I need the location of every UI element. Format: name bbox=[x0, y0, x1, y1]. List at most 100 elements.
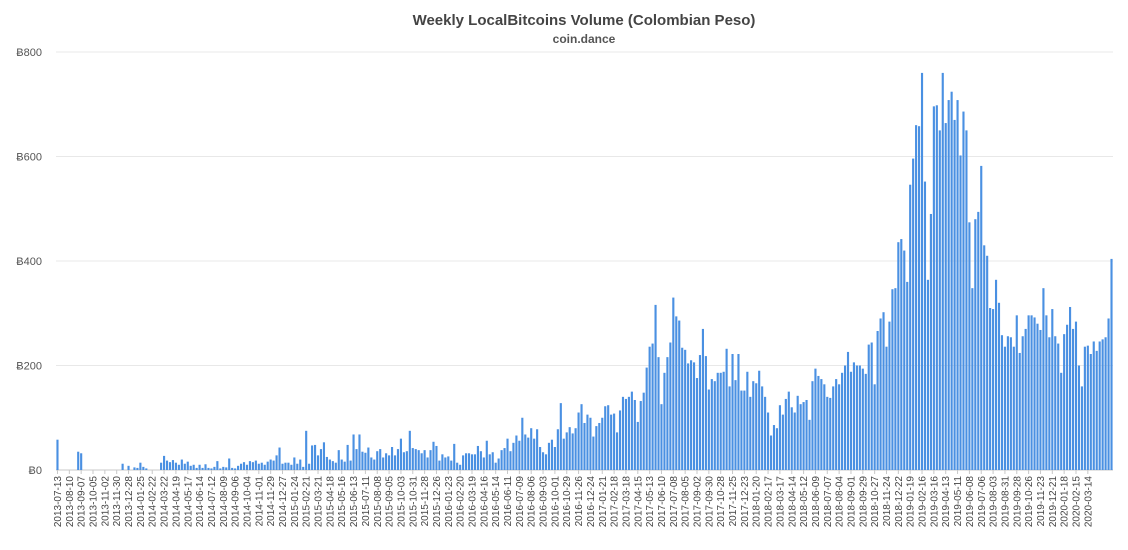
bar[interactable] bbox=[737, 354, 740, 470]
bar[interactable] bbox=[1077, 365, 1081, 471]
bar[interactable] bbox=[488, 454, 491, 470]
bar[interactable] bbox=[302, 466, 305, 470]
bar[interactable] bbox=[165, 460, 169, 470]
bar[interactable] bbox=[814, 368, 817, 470]
bar[interactable] bbox=[287, 462, 290, 470]
bar[interactable] bbox=[1021, 336, 1024, 470]
bar[interactable] bbox=[1066, 324, 1069, 470]
bar[interactable] bbox=[373, 459, 376, 470]
bar[interactable] bbox=[254, 460, 257, 470]
bar[interactable] bbox=[897, 242, 900, 470]
bar[interactable] bbox=[832, 386, 835, 470]
bar[interactable] bbox=[621, 396, 625, 470]
bar[interactable] bbox=[171, 460, 175, 470]
bar[interactable] bbox=[790, 407, 793, 470]
bar[interactable] bbox=[716, 372, 719, 470]
bar[interactable] bbox=[1104, 337, 1107, 470]
bar[interactable] bbox=[802, 402, 805, 470]
bar[interactable] bbox=[491, 452, 494, 470]
bar[interactable] bbox=[450, 460, 453, 470]
bar[interactable] bbox=[56, 439, 59, 470]
bar[interactable] bbox=[308, 463, 311, 470]
bar[interactable] bbox=[1098, 341, 1101, 470]
bar[interactable] bbox=[1003, 346, 1006, 470]
bar[interactable] bbox=[467, 453, 471, 470]
bar[interactable] bbox=[388, 455, 391, 470]
bar[interactable] bbox=[322, 442, 326, 470]
bar[interactable] bbox=[459, 464, 462, 470]
bar[interactable] bbox=[476, 445, 479, 470]
bar[interactable] bbox=[894, 288, 897, 470]
bar[interactable] bbox=[909, 184, 912, 470]
bar[interactable] bbox=[598, 422, 601, 470]
bar[interactable] bbox=[817, 375, 820, 470]
bar[interactable] bbox=[121, 463, 124, 470]
bar[interactable] bbox=[539, 447, 542, 470]
bar[interactable] bbox=[462, 455, 465, 470]
bar[interactable] bbox=[855, 365, 858, 471]
bar[interactable] bbox=[728, 386, 731, 470]
bar[interactable] bbox=[506, 438, 509, 470]
bar[interactable] bbox=[361, 451, 364, 470]
bar[interactable] bbox=[447, 456, 450, 470]
bar[interactable] bbox=[1009, 337, 1012, 470]
bar[interactable] bbox=[133, 467, 136, 470]
bar[interactable] bbox=[938, 130, 941, 471]
bar[interactable] bbox=[1089, 354, 1092, 470]
bar[interactable] bbox=[343, 461, 346, 470]
bar[interactable] bbox=[968, 222, 971, 470]
bar[interactable] bbox=[574, 428, 577, 470]
bar[interactable] bbox=[420, 453, 423, 470]
bar[interactable] bbox=[962, 111, 965, 470]
bar[interactable] bbox=[841, 372, 844, 470]
bar[interactable] bbox=[956, 100, 959, 470]
bar[interactable] bbox=[580, 404, 583, 470]
bar[interactable] bbox=[370, 457, 373, 470]
bar[interactable] bbox=[595, 426, 598, 470]
bar[interactable] bbox=[453, 443, 456, 471]
bar[interactable] bbox=[334, 462, 337, 470]
bar[interactable] bbox=[660, 404, 663, 470]
bar[interactable] bbox=[553, 447, 556, 470]
bar[interactable] bbox=[1018, 352, 1021, 470]
bar[interactable] bbox=[823, 384, 826, 470]
bar[interactable] bbox=[497, 458, 500, 471]
bar[interactable] bbox=[900, 239, 903, 470]
bar[interactable] bbox=[80, 453, 83, 470]
bar[interactable] bbox=[550, 439, 553, 470]
bar[interactable] bbox=[263, 464, 266, 470]
bar[interactable] bbox=[586, 414, 589, 470]
bar[interactable] bbox=[882, 312, 885, 470]
bar[interactable] bbox=[417, 450, 420, 470]
bar[interactable] bbox=[547, 442, 551, 470]
bar[interactable] bbox=[918, 126, 921, 470]
bar[interactable] bbox=[690, 360, 693, 470]
bar[interactable] bbox=[692, 362, 696, 470]
bar[interactable] bbox=[838, 384, 841, 470]
bar[interactable] bbox=[799, 404, 802, 470]
bar[interactable] bbox=[778, 405, 781, 470]
bar[interactable] bbox=[971, 288, 974, 470]
bar[interactable] bbox=[390, 447, 394, 470]
bar[interactable] bbox=[168, 462, 172, 470]
bar[interactable] bbox=[402, 452, 405, 470]
bar[interactable] bbox=[994, 279, 998, 470]
bar[interactable] bbox=[183, 463, 186, 470]
bar[interactable] bbox=[213, 466, 216, 470]
bar[interactable] bbox=[767, 412, 770, 470]
bar[interactable] bbox=[912, 158, 915, 470]
bar[interactable] bbox=[352, 434, 355, 470]
bar[interactable] bbox=[518, 440, 521, 470]
bar[interactable] bbox=[826, 396, 829, 470]
bar[interactable] bbox=[266, 461, 269, 470]
bar[interactable] bbox=[465, 453, 468, 470]
bar[interactable] bbox=[192, 464, 195, 470]
bar[interactable] bbox=[633, 399, 636, 470]
bar[interactable] bbox=[509, 451, 512, 470]
bar[interactable] bbox=[379, 449, 382, 470]
bar[interactable] bbox=[541, 452, 545, 470]
bar[interactable] bbox=[707, 389, 710, 470]
bar[interactable] bbox=[399, 438, 402, 470]
bar[interactable] bbox=[775, 428, 779, 470]
bar[interactable] bbox=[663, 372, 666, 470]
